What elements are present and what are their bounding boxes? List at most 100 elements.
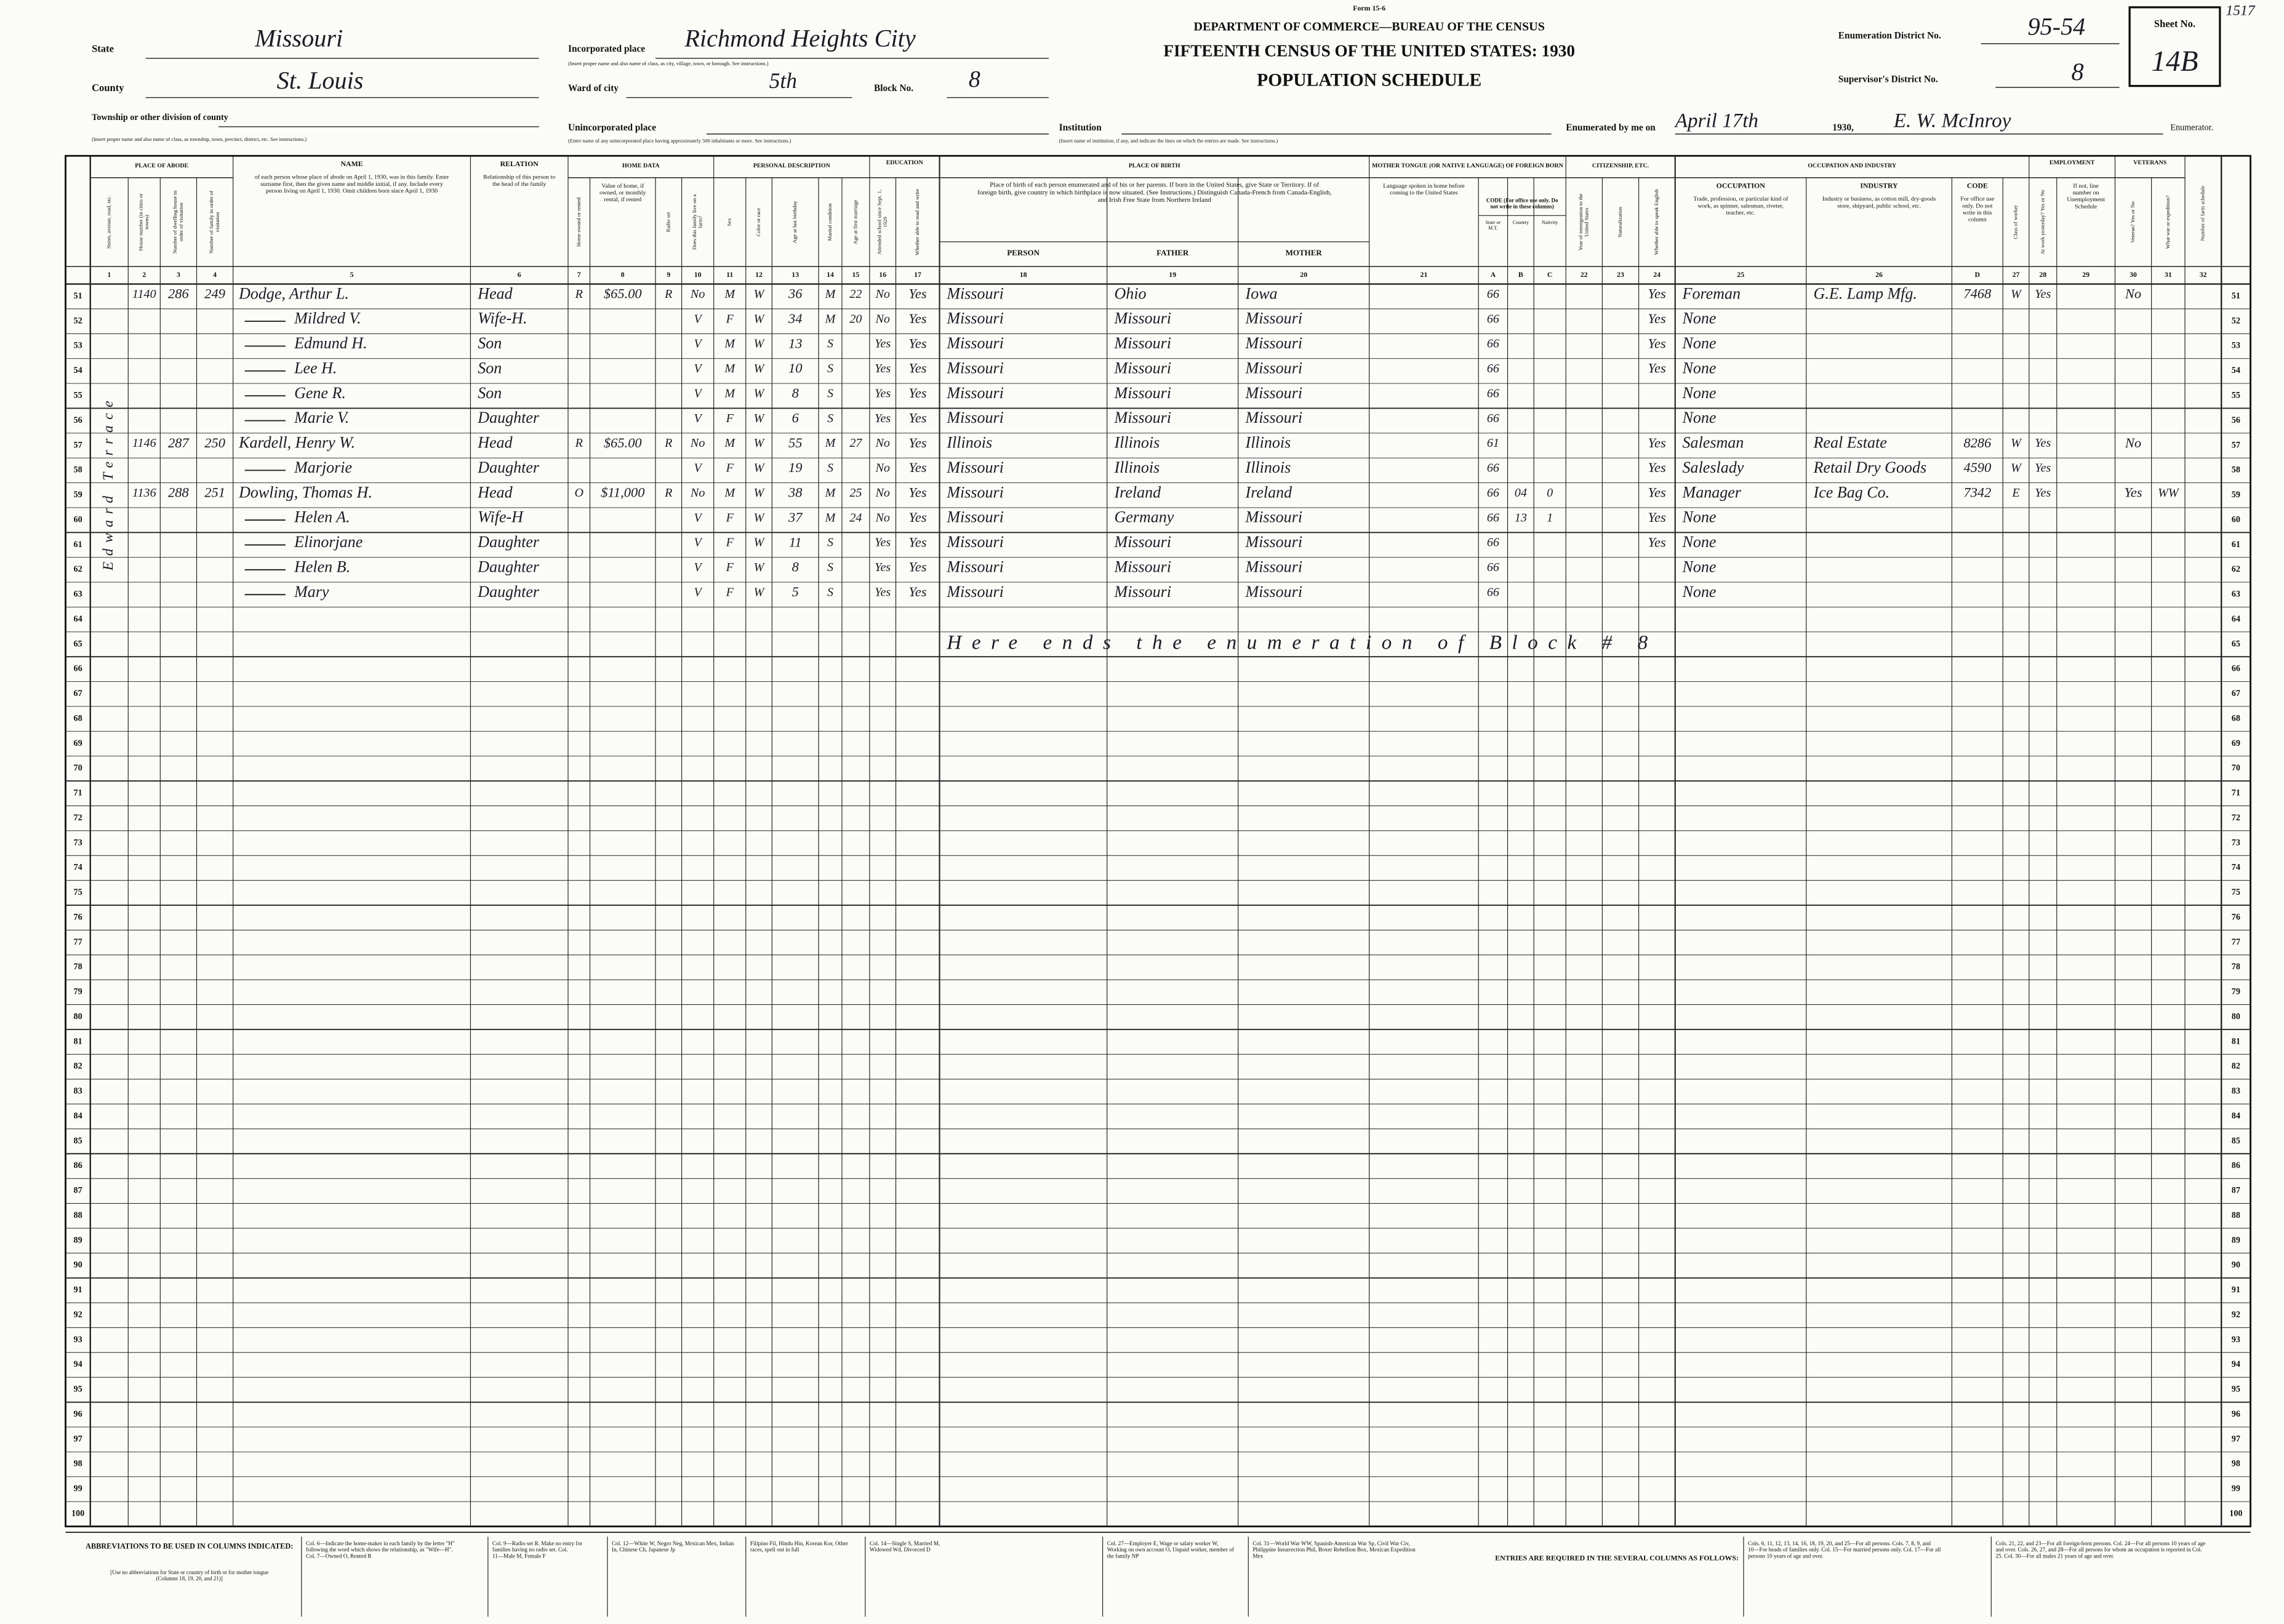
entry: Daughter xyxy=(477,558,540,575)
schedule-title: POPULATION SCHEDULE xyxy=(1257,70,1481,90)
line-number: 90 xyxy=(74,1260,82,1270)
entry: W xyxy=(754,362,766,375)
entry: 66 xyxy=(1487,561,1499,574)
entry: Daughter xyxy=(477,409,540,426)
line-number: 55 xyxy=(74,390,82,400)
entry: F xyxy=(726,561,734,574)
entry: Daughter xyxy=(477,458,540,476)
unincorporated-label: Unincorporated place xyxy=(568,122,656,133)
entry: 04 xyxy=(1515,486,1527,500)
entry: Daughter xyxy=(477,583,540,601)
entry: Saleslady xyxy=(1683,458,1744,476)
line-number: 80 xyxy=(74,1012,82,1022)
entry: 38 xyxy=(788,485,802,500)
line-number: 67 xyxy=(74,689,82,698)
line-number: 63 xyxy=(2232,590,2240,599)
line-number: 62 xyxy=(2232,564,2240,574)
group-header: VETERANS xyxy=(2133,159,2167,166)
entry: Kardell, Henry W. xyxy=(238,434,355,452)
column-label: Whether able to speak English xyxy=(1653,189,1659,255)
entry: V xyxy=(694,511,703,524)
line-number: 73 xyxy=(2232,838,2240,847)
entry: 249 xyxy=(204,286,225,302)
entry: W xyxy=(2011,436,2022,450)
department: DEPARTMENT OF COMMERCE—BUREAU OF THE CEN… xyxy=(1194,20,1545,34)
column-label: Marital condition xyxy=(827,203,833,241)
column-label: Industry or business, as cotton mill, dr… xyxy=(1822,196,1936,210)
entry: W xyxy=(754,412,766,425)
entry: Head xyxy=(477,483,513,501)
entry: Ireland xyxy=(1245,483,1293,501)
line-number: 65 xyxy=(74,639,82,649)
column-number: 24 xyxy=(1653,270,1661,279)
entry: Yes xyxy=(1648,311,1666,326)
entry: Daughter xyxy=(477,533,540,551)
entry: 61 xyxy=(1487,436,1499,450)
entry: W xyxy=(754,486,766,500)
entry: E xyxy=(2011,486,2019,500)
entry: 36 xyxy=(788,286,803,302)
abbreviation: Col. 27—Employer E, Wage or salary worke… xyxy=(1107,1540,1235,1559)
line-number: 75 xyxy=(2232,887,2240,897)
column-number: 19 xyxy=(1169,270,1176,279)
entry: V xyxy=(694,585,703,599)
column-number: C xyxy=(1547,270,1553,279)
line-number: 99 xyxy=(2232,1484,2240,1494)
line-number: 88 xyxy=(74,1210,82,1220)
entry: None xyxy=(1682,384,1717,402)
abbreviation: Col. 12—White W, Negro Neg, Mexican Mex,… xyxy=(612,1540,734,1553)
column-number: 31 xyxy=(2165,270,2172,279)
line-number: 75 xyxy=(74,887,82,897)
entry: Missouri xyxy=(946,359,1004,377)
line-number: 61 xyxy=(74,540,82,550)
entry: F xyxy=(726,312,734,326)
line-number: 98 xyxy=(74,1459,82,1469)
abbreviation: Col. 31—World War WW, Spanish-American W… xyxy=(1252,1540,1416,1559)
entry: S xyxy=(827,536,833,550)
entry: V xyxy=(694,412,703,425)
column-number: 8 xyxy=(621,270,625,279)
entry: 4590 xyxy=(1963,460,1991,475)
entry: Missouri xyxy=(946,310,1004,327)
column-label: Number of dwelling house inorder of visi… xyxy=(172,190,184,254)
line-number: 52 xyxy=(74,316,82,326)
column-label: of each person whose place of abode on A… xyxy=(255,174,449,194)
entry: Yes xyxy=(908,485,926,500)
abbreviation: Col. 9—Radio set R. Make no entry for fam… xyxy=(492,1540,582,1559)
entry: 13 xyxy=(1515,511,1527,524)
entry: S xyxy=(827,362,833,375)
line-number: 74 xyxy=(74,863,82,873)
line-number: 100 xyxy=(2229,1508,2242,1518)
line-number: 53 xyxy=(2232,341,2240,351)
line-number: 89 xyxy=(2232,1235,2240,1245)
column-number: 23 xyxy=(1617,270,1624,279)
abbreviation: Col. 14—Single S, Married M, Widowed Wd, … xyxy=(870,1540,940,1553)
entry: Yes xyxy=(908,385,926,401)
line-number: 89 xyxy=(74,1235,82,1245)
entry: Head xyxy=(477,284,513,302)
entry: No xyxy=(875,511,889,524)
entry: M xyxy=(724,362,735,375)
entry: Yes xyxy=(875,386,891,400)
entry: Illinois xyxy=(1114,458,1160,476)
entry: Missouri xyxy=(1114,409,1172,426)
line-number: 56 xyxy=(2232,415,2240,425)
entry: No xyxy=(690,486,705,500)
line-number: 68 xyxy=(2232,713,2240,723)
entry: Yes xyxy=(1648,361,1666,376)
column-number: 12 xyxy=(755,270,763,279)
column-label: State or M.T. xyxy=(1485,220,1501,231)
group-header: EDUCATION xyxy=(886,159,924,166)
entry: Yes xyxy=(1648,510,1666,525)
entry: Son xyxy=(478,384,502,402)
column-label: At work yesterday? Yes or No xyxy=(2039,190,2045,255)
township-label: Township or other division of county xyxy=(92,113,228,122)
entry: R xyxy=(664,287,672,301)
entry: Yes xyxy=(2035,486,2051,500)
line-number: 55 xyxy=(2232,390,2240,400)
line-number: 54 xyxy=(74,366,82,375)
entry: No xyxy=(2125,435,2141,450)
column-label: Naturalization xyxy=(1617,206,1623,238)
entry: None xyxy=(1682,558,1717,575)
line-number: 79 xyxy=(74,987,82,997)
